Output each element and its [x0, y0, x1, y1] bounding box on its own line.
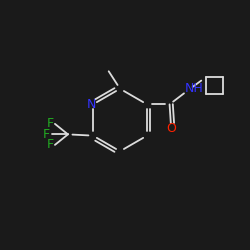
- Text: NH: NH: [185, 82, 204, 94]
- Text: F: F: [46, 118, 54, 130]
- Text: O: O: [166, 122, 176, 134]
- Text: N: N: [87, 98, 96, 111]
- Text: F: F: [42, 128, 50, 141]
- Text: F: F: [46, 138, 54, 151]
